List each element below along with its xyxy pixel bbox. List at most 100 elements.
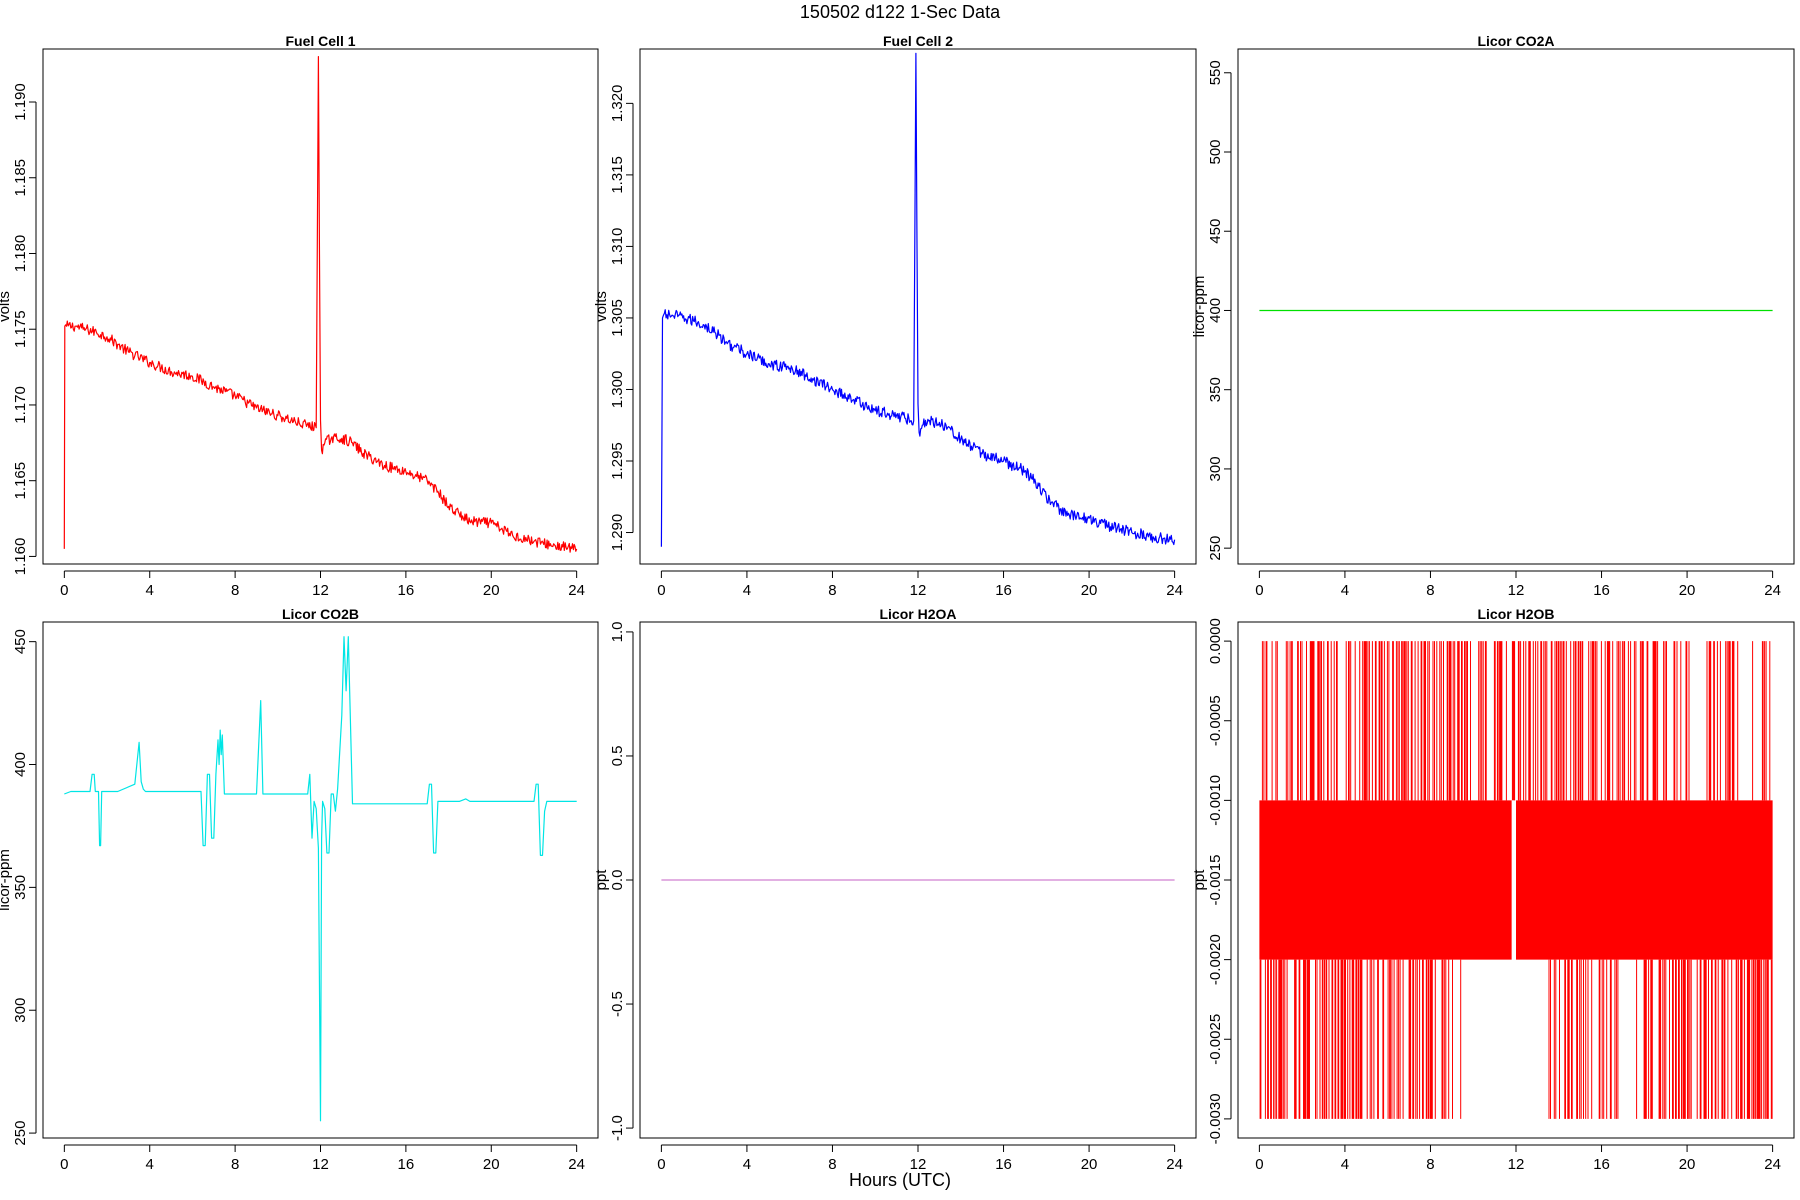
panel-title: Licor CO2A (1477, 33, 1554, 49)
x-tick-label: 20 (483, 582, 500, 599)
x-tick-label: 16 (398, 1156, 415, 1173)
x-tick-label: 16 (398, 582, 415, 599)
y-tick-label: 400 (1207, 298, 1224, 323)
y-tick-label: 1.300 (609, 371, 626, 409)
figure-x-axis-label: Hours (UTC) (849, 1170, 951, 1190)
data-series (1259, 641, 1773, 1119)
panel-frame (42, 48, 599, 565)
y-tick-label: -0.0030 (1207, 1093, 1224, 1144)
x-tick-label: 12 (312, 1156, 329, 1173)
x-tick-label: 16 (995, 582, 1012, 599)
y-tick-label: 300 (12, 998, 29, 1023)
x-tick-label: 8 (231, 582, 239, 599)
x-tick-label: 12 (910, 1156, 927, 1173)
x-tick-label: 8 (1426, 582, 1434, 599)
data-series (63, 55, 578, 553)
panel-title: Licor CO2B (282, 606, 359, 622)
x-tick-label: 24 (1166, 582, 1183, 599)
y-tick-label: 1.290 (609, 514, 626, 552)
x-tick-label: 24 (568, 1156, 585, 1173)
y-tick-label: 0.0000 (1207, 618, 1224, 664)
panel-5: Licor H2OA ppt 0 4 8 12 16 20 24 -1.0 -0.5 0.0 0.5 1.… (593, 606, 1197, 1173)
y-tick-label: 1.190 (12, 83, 29, 121)
data-band (1516, 800, 1773, 960)
x-tick-label: 24 (1764, 582, 1781, 599)
x-tick-label: 12 (312, 582, 329, 599)
y-tick-label: 1.160 (12, 538, 29, 576)
x-tick-label: 20 (1679, 582, 1696, 599)
panel-frame (639, 621, 1197, 1139)
x-tick-label: 0 (1255, 1156, 1263, 1173)
y-axis-label: ppt (593, 869, 610, 891)
x-tick-label: 16 (1593, 582, 1610, 599)
x-tick-label: 0 (60, 1156, 68, 1173)
panel-6: Licor H2OB ppt 0 4 8 12 16 20 24 -0.0030 -0.0025 -0… (1191, 606, 1795, 1173)
x-tick-label: 20 (1679, 1156, 1696, 1173)
x-tick-label: 12 (1508, 1156, 1525, 1173)
x-tick-label: 4 (743, 1156, 751, 1173)
y-tick-label: -0.0010 (1207, 775, 1224, 826)
x-tick-label: 8 (1426, 1156, 1434, 1173)
y-axis-label: licor-ppm (1191, 276, 1208, 338)
x-tick-label: 0 (657, 1156, 665, 1173)
x-tick-label: 24 (1764, 1156, 1781, 1173)
y-tick-label: -0.0025 (1207, 1014, 1224, 1065)
panel-3: Licor CO2A licor-ppm 0 4 8 12 16 20 24 250 300 350 4… (1191, 33, 1795, 599)
y-tick-label: 450 (12, 629, 29, 654)
y-tick-label: -1.0 (609, 1115, 626, 1141)
panel-frame (639, 48, 1197, 565)
y-tick-label: 1.295 (609, 442, 626, 480)
x-tick-label: 16 (1593, 1156, 1610, 1173)
x-tick-label: 4 (146, 1156, 154, 1173)
y-tick-label: -0.0020 (1207, 934, 1224, 985)
y-tick-label: 1.185 (12, 159, 29, 197)
data-series (64, 636, 577, 1122)
y-tick-label: 400 (12, 752, 29, 777)
x-tick-label: 24 (568, 582, 585, 599)
panel-1: Fuel Cell 1 volts 0 4 8 12 16 20 24 1.160 1.165 1.1… (0, 33, 599, 599)
panel-title: Licor H2OA (879, 606, 956, 622)
x-tick-label: 12 (910, 582, 927, 599)
y-tick-label: 350 (1207, 377, 1224, 402)
y-tick-label: -0.0015 (1207, 855, 1224, 906)
y-tick-label: 350 (12, 875, 29, 900)
y-tick-label: 1.310 (609, 228, 626, 266)
x-tick-label: 4 (146, 582, 154, 599)
x-tick-label: 4 (743, 582, 751, 599)
y-tick-label: 0.0 (609, 870, 626, 891)
x-tick-label: 0 (657, 582, 665, 599)
x-tick-label: 20 (483, 1156, 500, 1173)
y-tick-label: -0.0005 (1207, 695, 1224, 746)
y-axis-label: volts (0, 291, 13, 322)
x-tick-label: 20 (1081, 1156, 1098, 1173)
panel-frame (42, 621, 599, 1139)
data-series (660, 52, 1176, 547)
panel-frame (1237, 48, 1795, 565)
y-tick-label: 250 (12, 1121, 29, 1146)
x-tick-label: 0 (60, 582, 68, 599)
y-tick-label: 500 (1207, 139, 1224, 164)
x-tick-label: 8 (828, 1156, 836, 1173)
y-axis-label: licor-ppm (0, 849, 13, 911)
figure-title: 150502 d122 1-Sec Data (799, 2, 1001, 22)
y-axis-label: volts (593, 291, 610, 322)
y-tick-label: 1.180 (12, 235, 29, 273)
y-tick-label: 1.305 (609, 299, 626, 337)
y-tick-label: 1.315 (609, 156, 626, 194)
x-tick-label: 12 (1508, 582, 1525, 599)
x-tick-label: 16 (995, 1156, 1012, 1173)
y-tick-label: 250 (1207, 536, 1224, 561)
panel-title: Fuel Cell 2 (883, 33, 953, 49)
x-tick-label: 8 (828, 582, 836, 599)
panel-2: Fuel Cell 2 volts 0 4 8 12 16 20 24 1.290 1.295 1.3… (593, 33, 1197, 599)
y-tick-label: 1.320 (609, 85, 626, 123)
y-tick-label: -0.5 (609, 991, 626, 1017)
x-tick-label: 8 (231, 1156, 239, 1173)
panel-title: Licor H2OB (1477, 606, 1554, 622)
y-tick-label: 300 (1207, 456, 1224, 481)
panel-frame (1237, 621, 1795, 1139)
y-tick-label: 450 (1207, 219, 1224, 244)
x-tick-label: 4 (1341, 1156, 1349, 1173)
